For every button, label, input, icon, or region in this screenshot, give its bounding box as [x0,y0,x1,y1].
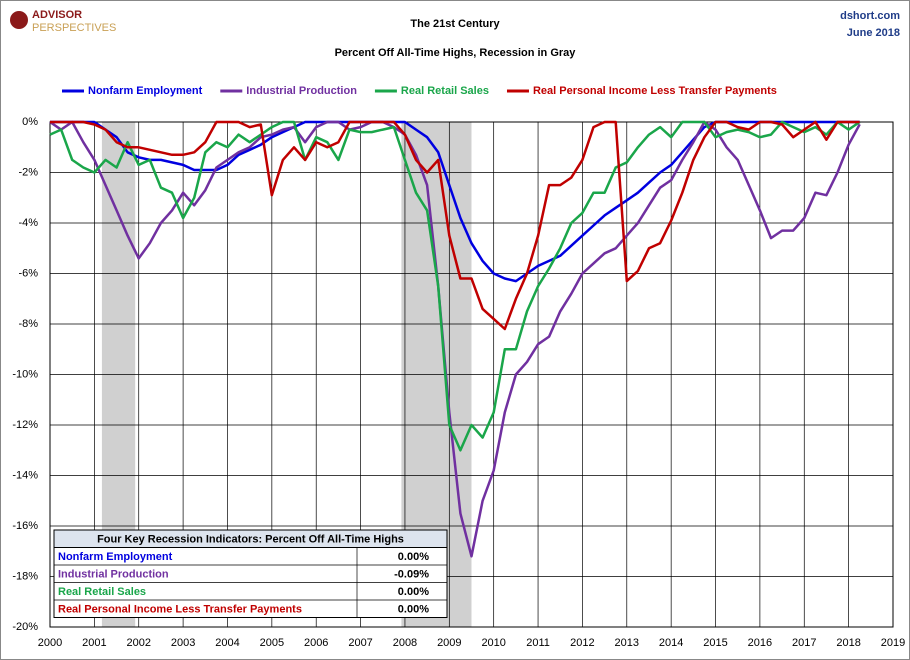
legend-label: Real Retail Sales [401,85,489,97]
x-tick-label: 2016 [748,637,772,649]
series-line [49,120,861,558]
x-tick-label: 2006 [304,637,328,649]
series-line [50,120,860,331]
x-tick-label: 2001 [82,637,106,649]
x-tick-label: 2011 [526,637,550,649]
table-row-label: Real Retail Sales [58,586,146,598]
legend-label: Real Personal Income Less Transfer Payme… [533,85,777,97]
y-tick-label: -4% [18,217,38,229]
y-tick-label: -2% [18,166,38,178]
x-tick-label: 2005 [260,637,284,649]
table-row-label: Nonfarm Employment [58,551,173,563]
x-tick-label: 2004 [215,637,239,649]
x-tick-label: 2009 [437,637,461,649]
y-tick-label: 0% [22,116,38,128]
y-tick-label: -18% [12,570,38,582]
y-tick-label: -20% [12,621,38,633]
x-tick-label: 2003 [171,637,195,649]
chart-subtitle: Percent Off All-Time Highs, Recession in… [335,47,577,59]
chart-title: The 21st Century [410,18,500,30]
x-tick-label: 2002 [126,637,150,649]
y-tick-label: -16% [12,520,38,532]
x-tick-label: 2015 [703,637,727,649]
table-title: Four Key Recession Indicators: Percent O… [97,534,404,546]
table-row-label: Industrial Production [58,569,169,581]
legend-label: Industrial Production [246,85,357,97]
x-tick-label: 2019 [881,637,905,649]
table-value: 0.00% [398,586,429,598]
plot-border [49,121,894,628]
x-tick-label: 2014 [659,637,683,649]
series-line [49,120,861,452]
date: June 2018 [847,27,900,39]
logo-icon [10,11,28,29]
x-tick-label: 2010 [481,637,505,649]
x-tick-label: 2008 [393,637,417,649]
source: dshort.com [840,10,900,22]
table-row-label: Real Personal Income Less Transfer Payme… [58,604,302,616]
x-tick-label: 2018 [836,637,860,649]
y-tick-label: -14% [12,469,38,481]
x-tick-label: 2017 [792,637,816,649]
x-tick-label: 2000 [38,637,62,649]
logo-text: ADVISOR [32,9,82,21]
x-tick-label: 2013 [615,637,639,649]
y-tick-label: -12% [12,419,38,431]
x-tick-label: 2007 [348,637,372,649]
table-value: 0.00% [398,551,429,563]
y-tick-label: -10% [12,368,38,380]
logo-text: PERSPECTIVES [32,22,116,34]
x-tick-label: 2012 [570,637,594,649]
table-value: -0.09% [394,569,429,581]
y-tick-label: -6% [18,267,38,279]
y-tick-label: -8% [18,318,38,330]
table-value: 0.00% [398,604,429,616]
legend-label: Nonfarm Employment [88,85,203,97]
